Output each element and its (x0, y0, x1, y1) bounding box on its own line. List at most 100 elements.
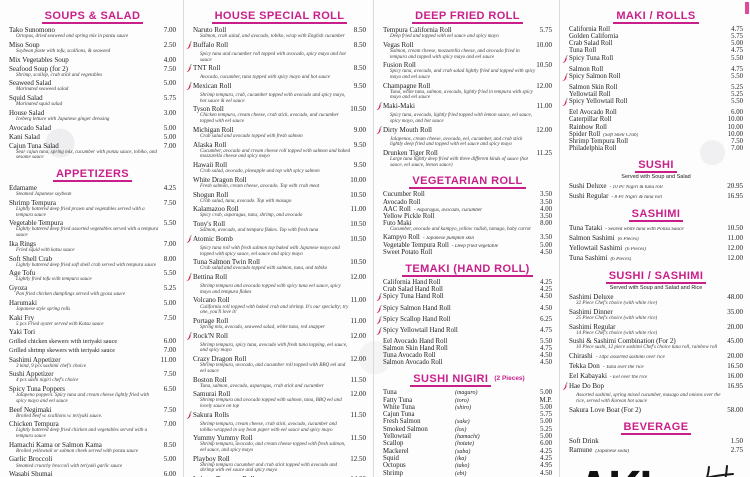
item-name: Caterpillar Roll (569, 116, 612, 124)
item-name: Octopus (383, 462, 406, 470)
item-name: Hae Do Bop (569, 382, 604, 391)
item-name: Wasabi Shumai (9, 470, 53, 477)
item-description: Crab salad, avocado, pineapple and top w… (200, 168, 320, 175)
item-description: Tuna, white tuna, salmon, avocado, light… (390, 88, 533, 101)
item-name: Smoked Salmon (383, 425, 428, 433)
chili-icon (562, 98, 569, 109)
item-name: Mix Vegetables Soup (9, 55, 69, 64)
item-price: 20.00 (727, 322, 743, 331)
item-price: 7.50 (163, 405, 176, 414)
item-price: 12.00 (350, 273, 366, 282)
item-name: Spicy Yellowtail Roll (569, 98, 628, 106)
section-sushi: SUSHI Served with Soup and Salad Sushi Del… (569, 155, 743, 201)
item-name: Shrimp Tempura Roll (569, 138, 629, 146)
menu-item: Chirashi - 14pc assorted sashimi over ric… (569, 352, 743, 361)
chili-icon (376, 102, 383, 113)
section-title: DEEP FRIED ROLL (412, 10, 523, 24)
section-sushi-nigiri: SUSHI NIGIRI (2 Pieces) Tuna (maguro) 5.00 Fa… (383, 369, 552, 477)
item-name: California Roll (569, 26, 610, 33)
item-price: 16.00 (727, 372, 743, 381)
item-description: Spicy tuna and cucumber roll topped with… (200, 50, 346, 63)
item-price: 10.00 (727, 130, 743, 138)
item-name: Playboy Roll (193, 454, 230, 463)
menu-item: Shrimp Tempura 7.50 Lightly battered deep … (9, 199, 176, 218)
menu-item: Chicken Tempura 7.00 Lightly battered deep… (9, 420, 176, 439)
item-name: Soft Shell Crab (9, 254, 53, 263)
menu-item: Ramune (Japanese soda) 2.75 (569, 446, 743, 455)
menu-item: Sakura Rolls 11.50 Shrimp tempura, cream c… (186, 411, 366, 433)
item-price: 5.75 (163, 94, 176, 103)
item-price: 10.50 (350, 234, 366, 243)
item-description: Shrimp tempura, avocado, and cream chees… (200, 441, 346, 453)
item-price: 10.50 (350, 105, 366, 114)
menu-item: Harumaki 5.00 Japanese style spring rolls (9, 299, 176, 313)
menu-item: Tekka Don - Tuna over the rice 16.50 (569, 362, 743, 371)
menu-item: Ika Rings 7.00 Fried squid with katsu sauc… (9, 240, 176, 254)
item-name: Sakura Love Boat (For 2) (569, 405, 641, 414)
menu-item: Shogun Roll 10.50 Crab salad, tuna, avocad… (193, 191, 366, 205)
menu-item: Samurai Roll 12.00 Shrimp tempura and avoc… (193, 390, 366, 409)
item-price: 11.00 (350, 296, 367, 305)
menu-item: Tuna Salmon Twin Roll 10.50 Crab salad and… (193, 258, 366, 272)
item-name: Spicy Salmon Roll (569, 72, 621, 80)
item-name: Eel Kabayaki (569, 372, 607, 381)
item-name: Tuna Avocado Roll (383, 352, 436, 360)
menu-item: Soft Drink 1.50 (569, 437, 743, 445)
item-price: 7.50 (163, 370, 176, 379)
item-name: Spicy Yellowtail Hand Roll (383, 326, 458, 334)
menu-item: Shrimp Tempura Roll 7.50 (569, 138, 743, 145)
item-name: Shogun Roll (193, 190, 229, 199)
item-price: 20.00 (727, 352, 743, 361)
section-title: HOUSE SPECIAL ROLL (211, 10, 348, 24)
item-price: 6.00 (540, 440, 552, 448)
item-note: - Eel over the rice (609, 375, 648, 381)
item-name: Grilled chicken skewers with teriyaki sa… (9, 338, 118, 346)
item-description: 10 Piece sushi, 12 piece sashimi Chef's … (576, 344, 718, 351)
chili-icon (186, 82, 193, 93)
menu-item: Mix Vegetables Soup 4.00 (9, 56, 176, 64)
item-price: 6.00 (163, 470, 176, 477)
item-description: Fried squid with katsu sauce (16, 246, 75, 253)
item-description: California roll topped with baked crab a… (200, 303, 349, 316)
item-price: 10.50 (727, 224, 743, 233)
aki-calligraphy-icon (704, 464, 735, 477)
item-name: Dirty Mouth Roll (383, 125, 433, 134)
item-price: 10.50 (350, 220, 366, 229)
item-description: 4 pcs sushi nigiri chef's choice (16, 377, 79, 384)
chili-icon (562, 73, 569, 84)
menu-item: Salmon Sashimi (6 Pieces) 11.00 (569, 234, 743, 243)
section-title: SUSHI / SASHIMI (605, 270, 707, 285)
item-name: Spicy Tuna Hand Roll (383, 293, 444, 301)
item-name: Tuna (383, 389, 397, 397)
item-price: 6.00 (731, 109, 743, 117)
item-price: 7.00 (163, 26, 176, 34)
menu-item: Mexican Roll 9.50 Shrimp tempura, crab, cu… (186, 82, 366, 104)
item-price: 4.50 (540, 293, 552, 301)
item-name: Tuna Tataki (569, 224, 603, 233)
item-japanese-name: (toro) (455, 397, 469, 404)
menu-item: Yellowtail Roll 5.25 (569, 91, 743, 98)
item-name: Fatty Tuna (383, 396, 413, 404)
item-name: Sashimi Regular (569, 322, 616, 331)
logo-calligraphy-and-phone: Tel : 734-480-9888 (660, 464, 750, 477)
item-price: 4.50 (540, 249, 552, 257)
item-name: Buffalo Roll (193, 40, 229, 49)
menu-item: White Tuna (shiro) 5.00 (383, 404, 552, 411)
item-name: Sashimi Dinner (569, 307, 613, 316)
item-price: 11.00 (350, 205, 367, 214)
section-title: BEVERAGE (620, 421, 692, 435)
section-items: Sashimi Deluxe 48.00 32 Piece Chef's choic… (562, 293, 743, 414)
item-name: California Hand Roll (383, 279, 441, 287)
item-note: - 14pc assorted sashimi over rice (595, 355, 665, 361)
item-name: Yaki Tori (9, 328, 36, 337)
item-name: Gyoza (9, 284, 28, 292)
item-japanese-name: (shiro) (455, 405, 472, 411)
menu-item: Soft Shell Crab 8.00 Lightly battered deep… (9, 255, 176, 269)
item-price: 5.00 (163, 298, 176, 307)
item-name: House Salad (9, 108, 45, 117)
item-name: Kalamazoo Roll (193, 205, 239, 214)
item-note: (Japanese soda) (595, 448, 630, 454)
section-title: TEMAKI (HAND ROLL) (402, 263, 533, 278)
chili-icon (376, 125, 383, 137)
item-description: Assorted sashimi, spring mixed cucumber,… (576, 392, 721, 404)
